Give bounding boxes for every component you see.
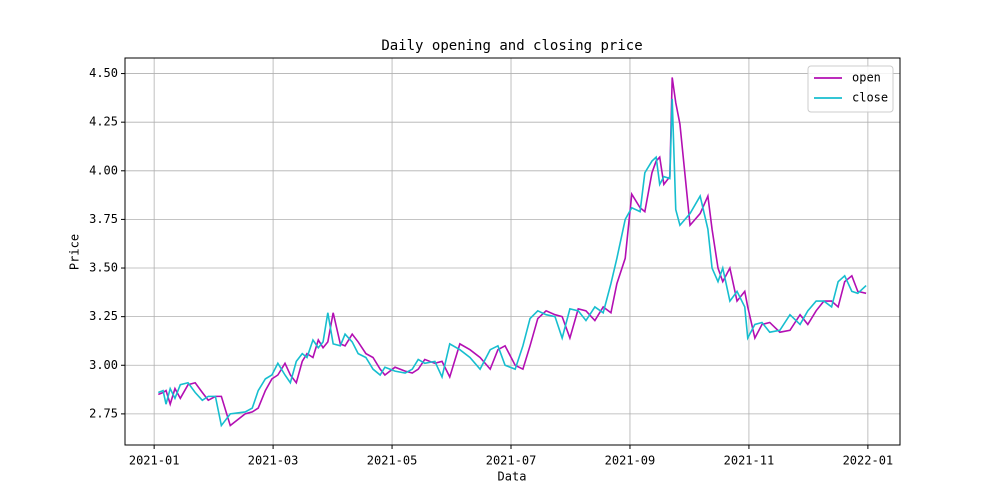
chart-title: Daily opening and closing price — [381, 38, 642, 54]
legend-label: open — [852, 71, 881, 85]
y-tick-label: 3.25 — [89, 309, 118, 323]
x-tick-label: 2021-05 — [367, 454, 418, 468]
y-tick-label: 4.00 — [89, 163, 118, 177]
line-series — [158, 77, 867, 427]
y-tick-label: 4.25 — [89, 115, 118, 129]
x-tick-label: 2021-01 — [129, 454, 180, 468]
y-tick-label: 3.00 — [89, 358, 118, 372]
y-axis-label: Price — [68, 234, 82, 270]
x-tick-label: 2021-07 — [486, 454, 537, 468]
y-tick-label: 4.50 — [89, 66, 118, 80]
x-tick-label: 2021-09 — [605, 454, 656, 468]
line-series — [158, 98, 867, 428]
legend-label: close — [852, 91, 888, 105]
x-tick-label: 2021-03 — [248, 454, 299, 468]
y-tick-label: 3.50 — [89, 261, 118, 275]
y-tick-label: 2.75 — [89, 406, 118, 420]
x-axis-label: Data — [498, 470, 527, 484]
x-tick-label: 2022-01 — [843, 454, 894, 468]
y-tick-label: 3.75 — [89, 212, 118, 226]
plot-frame — [124, 57, 901, 446]
x-tick-label: 2021-11 — [724, 454, 775, 468]
